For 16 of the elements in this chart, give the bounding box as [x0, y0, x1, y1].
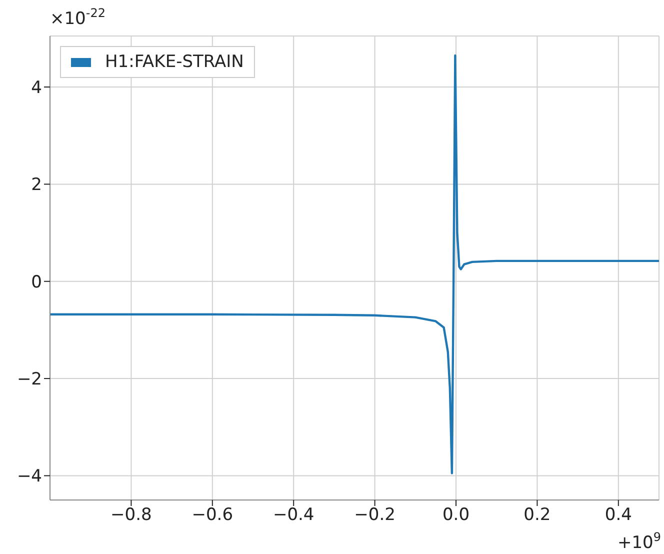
y-tick-label: 4: [31, 78, 42, 98]
x-tick-label: 0.2: [524, 505, 551, 526]
x-tick-label: −0.2: [354, 505, 396, 526]
y-tick-label: −4: [16, 466, 42, 487]
line-series: [50, 54, 659, 474]
text: ×10$^{-22}$: [50, 6, 106, 29]
y-tick-label: 2: [31, 175, 42, 196]
x-tick-label: −0.4: [272, 505, 314, 526]
y-tick-label: 0: [31, 272, 42, 292]
x-tick-label: 0.0: [442, 505, 470, 526]
y-tick-label: −2: [16, 370, 42, 390]
x-tick-label: −0.8: [110, 505, 152, 526]
x-tick-label: −0.6: [192, 505, 234, 526]
x-tick-label: 0.4: [604, 505, 632, 526]
legend-label: H1:FAKE-STRAIN: [105, 52, 244, 72]
text: +10$^{9}$: [617, 530, 661, 553]
